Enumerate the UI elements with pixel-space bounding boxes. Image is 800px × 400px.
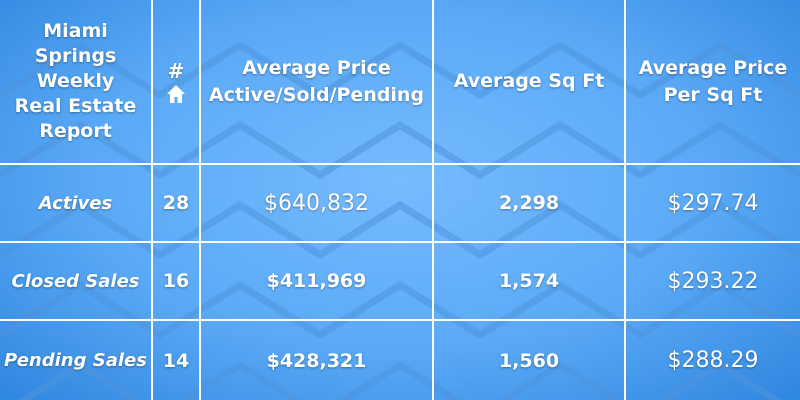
avg-price-per-sqft-header: Average Price Per Sq Ft	[624, 0, 800, 165]
price-per-sqft-text: $293.22	[667, 268, 759, 294]
table-row: Closed Sales 16 $411,969 1,574 $293.22	[0, 241, 800, 321]
listing-count: 14	[151, 319, 201, 400]
row-label: Pending Sales	[0, 319, 153, 400]
row-label: Actives	[0, 163, 153, 243]
title-line: Report	[39, 120, 112, 142]
price-per-sqft-value: $288.29	[624, 319, 800, 400]
row-label: Closed Sales	[0, 241, 153, 321]
title-line: Springs	[34, 45, 117, 67]
title-line: Miami	[43, 20, 108, 42]
avg-sqft-value: 1,560	[432, 319, 626, 400]
price-per-sqft-text: $288.29	[667, 348, 759, 373]
avg-price-text: $640,832	[264, 190, 369, 216]
title-line: Weekly	[36, 70, 115, 92]
count-header: #	[151, 0, 201, 165]
title-line: Real Estate	[14, 95, 137, 117]
avg-price-value: $411,969	[199, 241, 434, 321]
price-per-sqft-text: $297.74	[667, 190, 759, 216]
avg-sqft-value: 2,298	[432, 163, 626, 243]
avg-price-value: $428,321	[199, 319, 434, 400]
avg-price-header-line: Average Price	[242, 56, 391, 79]
table-row: Actives 28 $640,832 2,298 $297.74	[0, 163, 800, 243]
avg-price-per-sqft-header-line: Per Sq Ft	[663, 83, 763, 106]
avg-price-value: $640,832	[199, 163, 434, 243]
price-per-sqft-value: $293.22	[624, 241, 800, 321]
listing-count: 16	[151, 241, 201, 321]
avg-sqft-header: Average Sq Ft	[432, 0, 626, 165]
price-per-sqft-value: $297.74	[624, 163, 800, 243]
avg-price-per-sqft-header-line: Average Price	[638, 56, 788, 79]
house-icon	[167, 84, 185, 103]
avg-price-header: Average Price Active/Sold/Pending	[199, 0, 434, 165]
avg-sqft-header-text: Average Sq Ft	[453, 70, 605, 92]
report-title: Miami Springs Weekly Real Estate Report	[0, 0, 153, 165]
count-symbol: #	[167, 58, 185, 83]
header-row: Miami Springs Weekly Real Estate Report …	[0, 0, 800, 165]
avg-sqft-value: 1,574	[432, 241, 626, 321]
listing-count: 28	[151, 163, 201, 243]
avg-price-header-line: Active/Sold/Pending	[208, 83, 425, 106]
table-row: Pending Sales 14 $428,321 1,560 $288.29	[0, 319, 800, 400]
